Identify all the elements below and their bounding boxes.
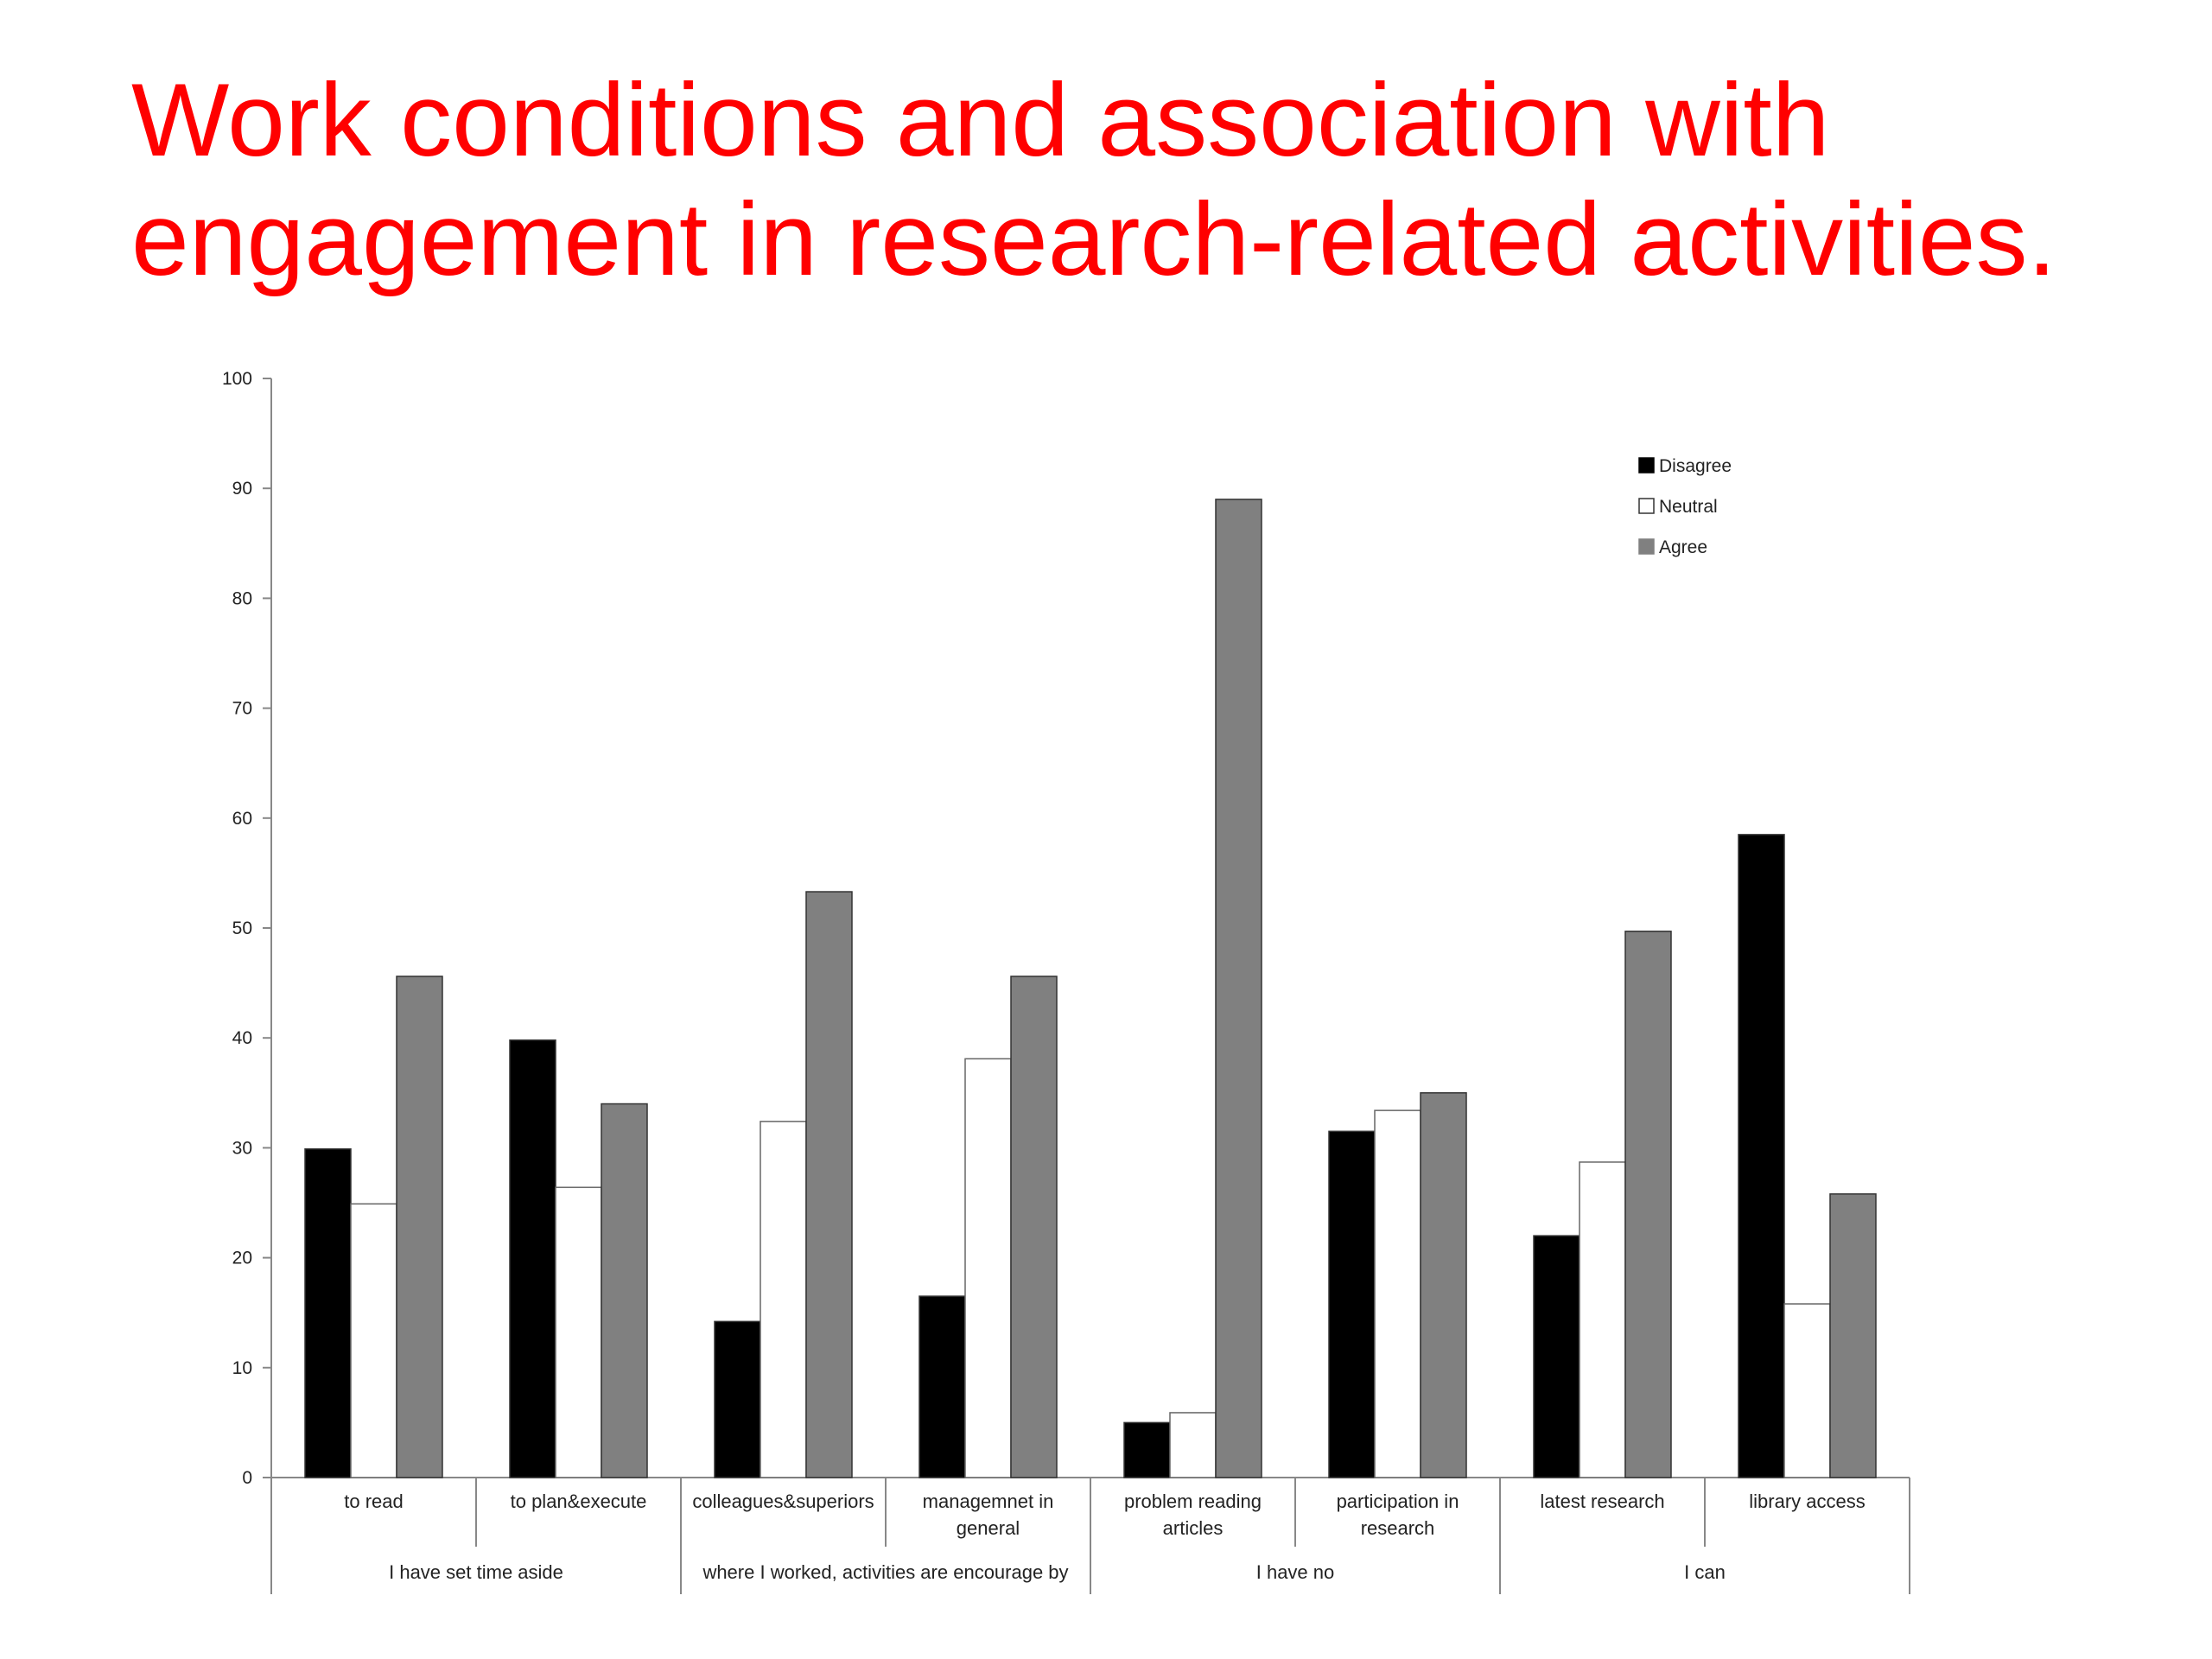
y-tick-label: 50 [232, 918, 252, 938]
category-label-1: to plan&execute [511, 1491, 647, 1512]
group-label-0: I have set time aside [389, 1561, 563, 1583]
legend-label-disagree: Disagree [1659, 456, 1732, 476]
bar-neutral-4 [1169, 1412, 1217, 1478]
category-label-line: articles [1163, 1517, 1224, 1539]
bar-agree-4 [1215, 499, 1262, 1478]
y-tick-label: 70 [232, 699, 252, 719]
legend-swatch-disagree [1638, 457, 1655, 474]
bar-agree-7 [1829, 1193, 1877, 1478]
category-label-2: colleagues&superiors [692, 1491, 874, 1512]
category-label-line: library access [1749, 1491, 1865, 1512]
y-tick-label: 100 [222, 369, 252, 389]
category-label-5: participation in research [1337, 1491, 1459, 1539]
group-label-3: I can [1684, 1561, 1726, 1583]
slide-title-line-1: Work conditions and association with [131, 62, 1830, 178]
category-label-line: to read [344, 1491, 404, 1512]
bar-agree-2 [805, 891, 853, 1478]
bar-agree-0 [396, 976, 443, 1478]
category-label-line: participation in [1337, 1491, 1459, 1512]
category-label-line: general [957, 1517, 1020, 1539]
bar-disagree-3 [918, 1295, 966, 1478]
bar-disagree-7 [1738, 834, 1785, 1478]
category-label-line: problem reading [1124, 1491, 1262, 1512]
category-label-line: managemnet in [923, 1491, 1054, 1512]
bar-neutral-6 [1579, 1161, 1626, 1478]
bar-disagree-6 [1533, 1235, 1580, 1478]
bar-agree-3 [1010, 976, 1058, 1478]
bar-disagree-4 [1123, 1421, 1171, 1478]
category-label-line: latest research [1540, 1491, 1664, 1512]
slide-title-line-2: engagement in research-related activitie… [131, 181, 2056, 297]
y-tick-label: 30 [232, 1138, 252, 1158]
bar-agree-6 [1624, 931, 1672, 1478]
legend-label-neutral: Neutral [1659, 497, 1718, 517]
y-tick-label: 20 [232, 1249, 252, 1268]
bar-neutral-1 [555, 1186, 602, 1478]
bar-disagree-5 [1328, 1130, 1376, 1478]
legend-label-agree: Agree [1659, 537, 1707, 557]
legend-swatch-agree [1638, 538, 1655, 555]
y-tick-label: 40 [232, 1028, 252, 1048]
category-label-3: managemnet in general [923, 1491, 1054, 1539]
category-label-7: library access [1749, 1491, 1865, 1512]
bar-neutral-5 [1374, 1109, 1421, 1478]
bar-disagree-1 [509, 1039, 556, 1478]
bar-disagree-2 [714, 1320, 761, 1478]
bar-neutral-0 [350, 1203, 397, 1478]
legend-swatch-neutral [1638, 498, 1655, 514]
category-label-line: colleagues&superiors [692, 1491, 874, 1512]
group-label-2: I have no [1256, 1561, 1335, 1583]
y-tick-label: 0 [242, 1468, 252, 1488]
bar-neutral-3 [964, 1058, 1012, 1478]
slide-title: Work conditions and association with eng… [131, 60, 2119, 299]
bar-disagree-0 [304, 1147, 352, 1478]
bar-agree-1 [601, 1103, 648, 1478]
bar-neutral-7 [1783, 1303, 1831, 1478]
category-label-line: to plan&execute [511, 1491, 647, 1512]
bar-neutral-2 [760, 1121, 807, 1478]
y-tick-label: 10 [232, 1358, 252, 1378]
category-label-4: problem reading articles [1124, 1491, 1262, 1539]
category-label-line: research [1361, 1517, 1435, 1539]
y-tick-label: 60 [232, 809, 252, 829]
y-tick-label: 80 [232, 588, 252, 608]
group-label-1: where I worked, activities are encourage… [702, 1561, 1068, 1583]
category-label-6: latest research [1540, 1491, 1664, 1512]
y-tick-label: 90 [232, 479, 252, 499]
bar-agree-5 [1420, 1092, 1467, 1478]
category-label-0: to read [344, 1491, 404, 1512]
